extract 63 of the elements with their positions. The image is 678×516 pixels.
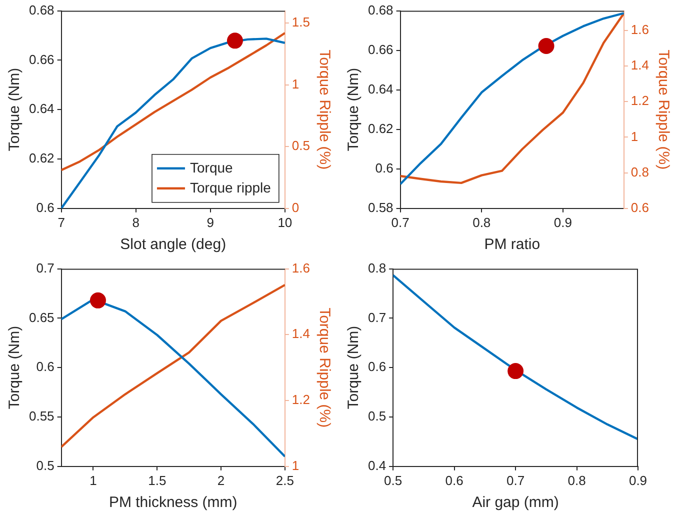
y-axis-title: Torque (Nm) [345, 326, 362, 410]
y-tick-label: 0.6 [375, 160, 394, 176]
y-tick-label: 0.5 [36, 458, 54, 473]
y-tick-label: 0.8 [368, 260, 386, 276]
y2-tick-label: 1 [292, 458, 300, 473]
y-tick-label: 0.62 [368, 120, 394, 136]
y-tick-label: 0.6 [36, 200, 54, 215]
x-tick-label: 9 [206, 214, 214, 230]
x-axis-title: PM ratio [484, 236, 540, 254]
x-tick-label: 7 [58, 214, 65, 230]
y2-tick-label: 0 [292, 200, 300, 215]
y-tick-label: 0.64 [368, 81, 394, 96]
y-tick-label: 0.7 [368, 310, 386, 325]
y2-axis-title: Torque Ripple (%) [654, 50, 672, 170]
y-axis-title: Torque (Nm) [6, 326, 24, 410]
x-axis-title: Slot angle (deg) [120, 236, 226, 254]
y2-tick-label: 1.5 [292, 14, 310, 30]
x-tick-label: 10 [278, 214, 292, 230]
x-axis-title: Air gap (mm) [472, 494, 559, 512]
y2-tick-label: 1.2 [630, 93, 650, 108]
x-tick-label: 1.5 [148, 472, 166, 488]
y-tick-label: 0.66 [28, 52, 54, 67]
y-tick-label: 0.7 [36, 260, 54, 276]
y2-tick-label: 1.2 [292, 392, 310, 408]
legend-label: Torque ripple [190, 179, 272, 196]
y2-tick-label: 1.4 [292, 326, 310, 342]
y2-tick-label: 1.6 [630, 22, 650, 37]
y2-tick-label: 1 [292, 76, 300, 92]
legend-label: Torque [190, 159, 234, 176]
x-tick-label: 1 [90, 472, 97, 488]
x-tick-label: 0.9 [554, 214, 572, 230]
y2-axis-title: Torque Ripple (%) [316, 308, 333, 428]
x-tick-label: 0.7 [391, 214, 410, 230]
y-tick-label: 0.64 [28, 101, 54, 116]
y2-axis-title: Torque Ripple (%) [316, 50, 333, 170]
x-tick-label: 2 [217, 472, 225, 488]
x-tick-label: 0.7 [506, 472, 525, 488]
y-tick-label: 0.58 [368, 200, 394, 215]
y2-tick-label: 1.4 [630, 58, 650, 73]
y2-tick-label: 1.6 [292, 260, 310, 276]
y2-tick-label: 0.6 [630, 200, 650, 215]
x-tick-label: 0.8 [472, 214, 491, 230]
y-tick-label: 0.65 [28, 310, 54, 325]
y-axis-title: Torque (Nm) [345, 68, 362, 152]
y-tick-label: 0.55 [28, 408, 54, 424]
y-tick-label: 0.62 [28, 150, 54, 166]
y-tick-label: 0.5 [368, 408, 386, 424]
y-tick-label: 0.6 [368, 359, 386, 374]
x-tick-label: 8 [132, 214, 140, 230]
y-tick-label: 0.68 [28, 2, 54, 18]
y2-tick-label: 0.5 [292, 138, 310, 154]
y-tick-label: 0.6 [36, 359, 54, 374]
x-tick-label: 2.5 [276, 472, 294, 488]
y-axis-title: Torque (Nm) [6, 68, 24, 152]
y2-tick-label: 0.8 [630, 164, 650, 180]
x-tick-label: 0.9 [628, 472, 648, 488]
y-tick-label: 0.66 [368, 42, 394, 57]
y-tick-label: 0.68 [368, 2, 394, 18]
x-tick-label: 0.8 [568, 472, 586, 488]
x-axis-title: PM thickness (mm) [108, 494, 238, 512]
y-tick-label: 0.4 [368, 458, 386, 473]
y2-tick-label: 1 [630, 128, 638, 144]
x-tick-label: 0.6 [445, 472, 464, 488]
